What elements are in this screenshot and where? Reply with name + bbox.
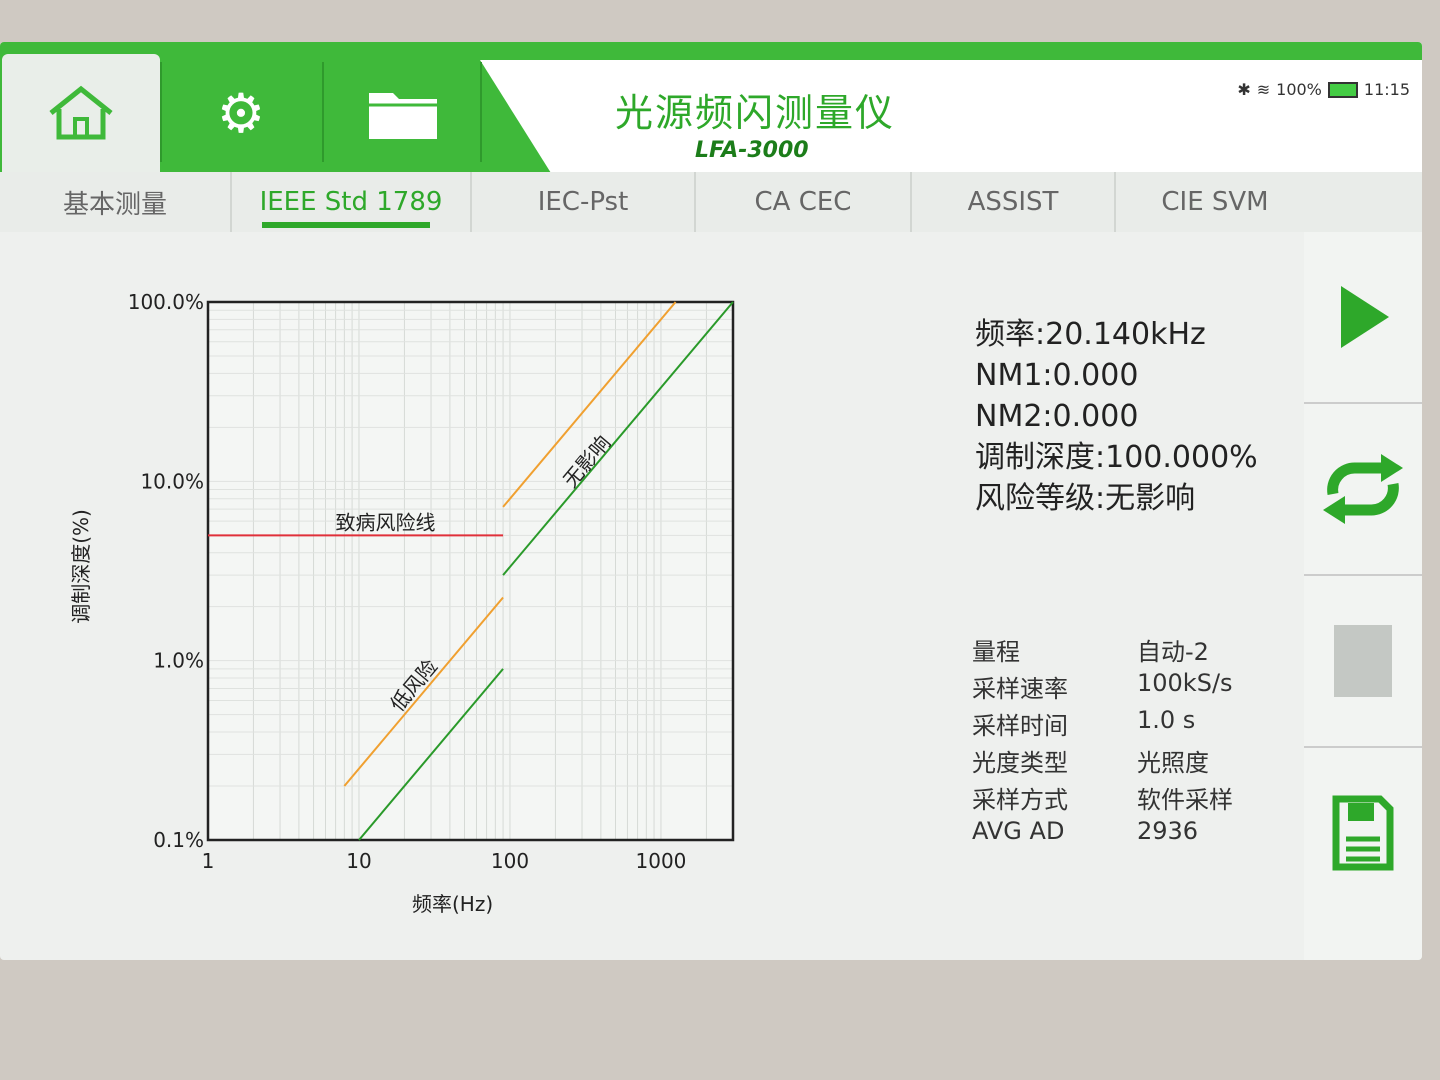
- repeat-icon: [1323, 454, 1403, 524]
- parameter-list: 量程 自动-2 采样速率 100kS/s 采样时间 1.0 s 光度类型 光照度 采样方…: [972, 632, 1233, 854]
- tab-ieee-1789[interactable]: IEEE Std 1789: [232, 172, 472, 232]
- param-row: 量程 自动-2: [972, 638, 1209, 666]
- action-sidebar: [1304, 232, 1422, 960]
- series-line: [502, 301, 734, 576]
- param-row: 采样方式 软件采样: [972, 786, 1233, 814]
- connection-status: 已连接: [1320, 128, 1392, 156]
- tab-assist[interactable]: ASSIST: [912, 172, 1116, 232]
- stop-button[interactable]: [1304, 576, 1422, 748]
- battery-icon: [1327, 81, 1358, 98]
- home-icon: [49, 85, 113, 140]
- nav-home[interactable]: [2, 54, 160, 172]
- battery-percent: 100%: [1276, 80, 1322, 99]
- tab-ca-cec[interactable]: CA CEC: [696, 172, 912, 232]
- nm1-value: NM1:0.000: [975, 358, 1139, 393]
- status-bar: ✱ ≋ 100% 11:15: [1237, 80, 1410, 99]
- mod-depth-value: 调制深度:100.000%: [975, 440, 1258, 475]
- nav-files[interactable]: [324, 54, 482, 172]
- title-banner: [480, 60, 1422, 180]
- device-screen: ⚙ 光源频闪测量仪 LFA-3000 ✱ ≋ 100% 11:15 已连接 停止…: [0, 42, 1422, 960]
- y-axis-label: 调制深度(%): [68, 509, 93, 624]
- disabled-square-icon: [1334, 625, 1392, 697]
- tab-iec-pst[interactable]: IEC-Pst: [472, 172, 696, 232]
- bluetooth-icon: ✱: [1237, 80, 1251, 99]
- param-row: 采样时间 1.0 s: [972, 706, 1196, 740]
- series-line: [358, 668, 504, 841]
- plot-area: [208, 302, 733, 840]
- y-tick-label: 0.1%: [153, 828, 204, 852]
- y-tick-label: 1.0%: [153, 649, 204, 673]
- wifi-icon: ≋: [1256, 80, 1271, 99]
- ieee-chart: 致病风险线 低风险 无影响 1 10 100 1000 0.1% 1.0% 10.0% 100.0%…: [50, 282, 770, 922]
- series-line: [502, 301, 677, 508]
- clock: 11:15: [1363, 80, 1410, 99]
- risk-level-value: 风险等级:无影响: [975, 481, 1196, 516]
- y-tick-label: 100.0%: [128, 290, 204, 314]
- param-row: 采样速率 100kS/s: [972, 669, 1233, 703]
- plot-frame: [206, 300, 735, 842]
- y-tick-label: 10.0%: [140, 469, 204, 493]
- x-tick-label: 1000: [636, 849, 687, 873]
- nav-settings[interactable]: ⚙: [162, 54, 320, 172]
- nm2-value: NM2:0.000: [975, 399, 1139, 434]
- frequency-value: 频率:20.140kHz: [975, 317, 1206, 352]
- save-button[interactable]: [1304, 748, 1422, 918]
- gear-icon: ⚙: [216, 81, 266, 145]
- play-icon: [1341, 286, 1389, 348]
- param-row: AVG AD 2936: [972, 817, 1199, 845]
- label-pathogenic-risk: 致病风险线: [336, 510, 436, 534]
- x-axis-label: 频率(Hz): [412, 892, 494, 916]
- tab-basic[interactable]: 基本测量: [0, 172, 232, 232]
- x-tick-label: 100: [491, 849, 529, 873]
- folder-icon: [369, 93, 437, 139]
- x-tick-label: 1: [202, 849, 215, 873]
- param-row: 光度类型 光照度: [972, 749, 1209, 777]
- app-title: 光源频闪测量仪: [615, 91, 896, 135]
- start-button[interactable]: [1304, 232, 1422, 404]
- save-icon: [1332, 795, 1394, 871]
- model-name: LFA-3000: [695, 138, 809, 163]
- measurement-tabs: 基本测量 IEEE Std 1789 IEC-Pst CA CEC ASSIST…: [0, 172, 1422, 232]
- continuous-button[interactable]: [1304, 404, 1422, 576]
- series-line: [343, 596, 504, 787]
- measurement-readout: 频率:20.140kHz NM1:0.000 NM2:0.000 调制深度:10…: [975, 314, 1258, 519]
- x-tick-label: 10: [346, 849, 371, 873]
- tab-cie-svm[interactable]: CIE SVM: [1161, 187, 1269, 217]
